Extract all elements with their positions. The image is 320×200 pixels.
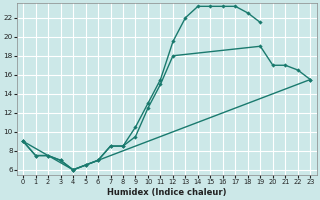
X-axis label: Humidex (Indice chaleur): Humidex (Indice chaleur) <box>107 188 227 197</box>
